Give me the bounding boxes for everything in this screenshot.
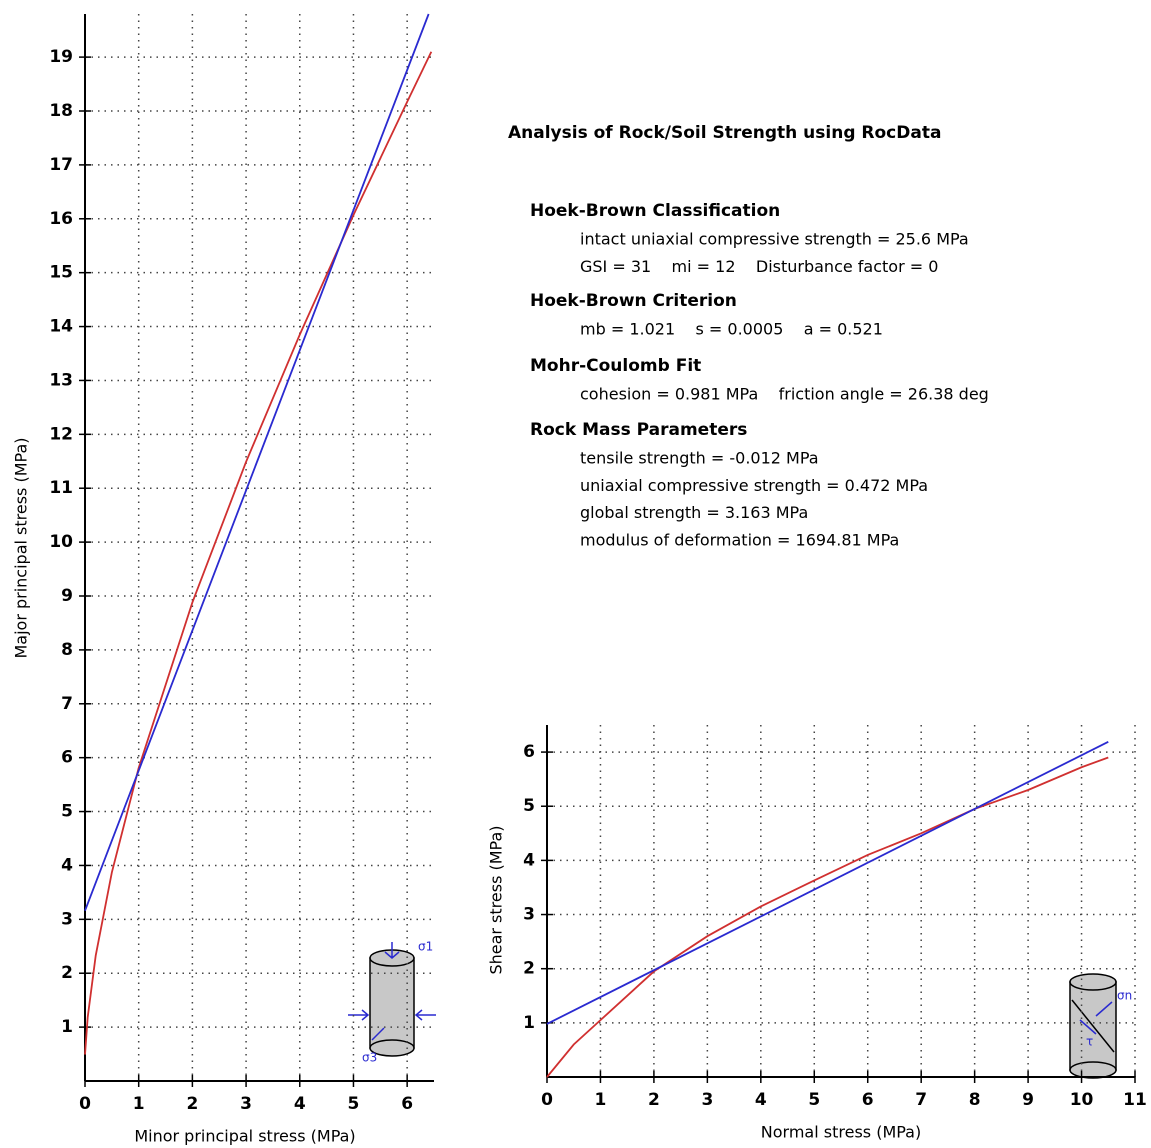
- section-line: global strength = 3.163 MPa: [580, 503, 808, 522]
- y-tick-label: 14: [49, 317, 73, 337]
- icon-label: σ3: [362, 1051, 377, 1065]
- y-tick-label: 19: [49, 47, 73, 67]
- section-line: mb = 1.021 s = 0.0005 a = 0.521: [580, 320, 883, 339]
- y-tick-label: 17: [49, 155, 73, 175]
- icon-triaxial: σ1 σ3: [348, 940, 436, 1065]
- y-tick-label: 6: [61, 748, 73, 768]
- y-tick-label: 4: [61, 855, 73, 875]
- y-tick-label: 1: [61, 1017, 73, 1037]
- x-tick-label: 5: [808, 1090, 820, 1110]
- series-line: [84, 13, 430, 912]
- y-tick-label: 6: [523, 742, 535, 762]
- icon-label: τ: [1086, 1035, 1093, 1049]
- x-tick-label: 7: [915, 1090, 927, 1110]
- y-tick-label: 16: [49, 209, 73, 229]
- section-heading: Rock Mass Parameters: [530, 420, 747, 440]
- icon-shear: σn τ: [1069, 973, 1132, 1079]
- x-tick-label: 3: [701, 1090, 713, 1110]
- section-line: modulus of deformation = 1694.81 MPa: [580, 530, 899, 549]
- y-axis-title: Shear stress (MPa): [487, 825, 506, 974]
- x-tick-label: 9: [1022, 1090, 1034, 1110]
- y-tick-label: 4: [523, 850, 535, 870]
- y-tick-label: 1: [523, 1013, 535, 1033]
- x-tick-label: 1: [133, 1094, 145, 1114]
- cylinder-bottom: [369, 1039, 415, 1057]
- series-line: [546, 756, 1109, 1078]
- y-tick-label: 7: [61, 694, 73, 714]
- y-axis-title: Major principal stress (MPa): [12, 437, 31, 658]
- y-tick-label: 11: [49, 478, 73, 498]
- y-tick-label: 5: [61, 802, 73, 822]
- y-tick-label: 3: [523, 905, 535, 925]
- y-tick-label: 9: [61, 586, 73, 606]
- x-tick-label: 5: [348, 1094, 360, 1114]
- section-line: cohesion = 0.981 MPa friction angle = 26…: [580, 385, 989, 404]
- y-tick-label: 3: [61, 909, 73, 929]
- cylinder-bottom: [1069, 1061, 1117, 1079]
- x-tick-label: 10: [1070, 1090, 1094, 1110]
- x-tick-label: 0: [541, 1090, 553, 1110]
- y-tick-label: 12: [49, 424, 73, 444]
- section-heading: Hoek-Brown Criterion: [530, 291, 737, 311]
- x-tick-label: 2: [648, 1090, 660, 1110]
- x-tick-label: 6: [862, 1090, 874, 1110]
- section-heading: Mohr-Coulomb Fit: [530, 356, 701, 376]
- x-axis-title: Minor principal stress (MPa): [134, 1127, 355, 1146]
- section-line: GSI = 31 mi = 12 Disturbance factor = 0: [580, 257, 938, 276]
- stress-arrows: [348, 942, 436, 1041]
- x-tick-label: 3: [240, 1094, 252, 1114]
- icon-label: σn: [1117, 989, 1132, 1003]
- x-tick-label: 11: [1123, 1090, 1147, 1110]
- x-tick-label: 4: [294, 1094, 306, 1114]
- icon-label: σ1: [418, 940, 433, 954]
- section-heading: Hoek-Brown Classification: [530, 201, 780, 221]
- panel-title: Analysis of Rock/Soil Strength using Roc…: [508, 123, 941, 143]
- x-axis-title: Normal stress (MPa): [761, 1123, 921, 1142]
- y-tick-label: 8: [61, 640, 73, 660]
- y-tick-label: 15: [49, 263, 73, 283]
- x-tick-label: 0: [79, 1094, 91, 1114]
- section-line: tensile strength = -0.012 MPa: [580, 449, 819, 468]
- shear-plane: [1071, 999, 1115, 1053]
- y-tick-label: 2: [523, 959, 535, 979]
- x-tick-label: 4: [755, 1090, 767, 1110]
- x-tick-label: 1: [595, 1090, 607, 1110]
- section-line: intact uniaxial compressive strength = 2…: [580, 230, 969, 249]
- section-line: uniaxial compressive strength = 0.472 MP…: [580, 476, 928, 495]
- x-tick-label: 6: [401, 1094, 413, 1114]
- x-tick-label: 2: [186, 1094, 198, 1114]
- series-line: [546, 740, 1109, 1025]
- y-tick-label: 18: [49, 101, 73, 121]
- y-tick-label: 13: [49, 370, 73, 390]
- cylinder-top: [1069, 973, 1117, 991]
- y-tick-label: 2: [61, 963, 73, 983]
- y-tick-label: 5: [523, 796, 535, 816]
- x-tick-label: 8: [969, 1090, 981, 1110]
- y-tick-label: 10: [49, 532, 73, 552]
- stress-arrows: [1079, 1001, 1113, 1035]
- series-line: [84, 51, 433, 1055]
